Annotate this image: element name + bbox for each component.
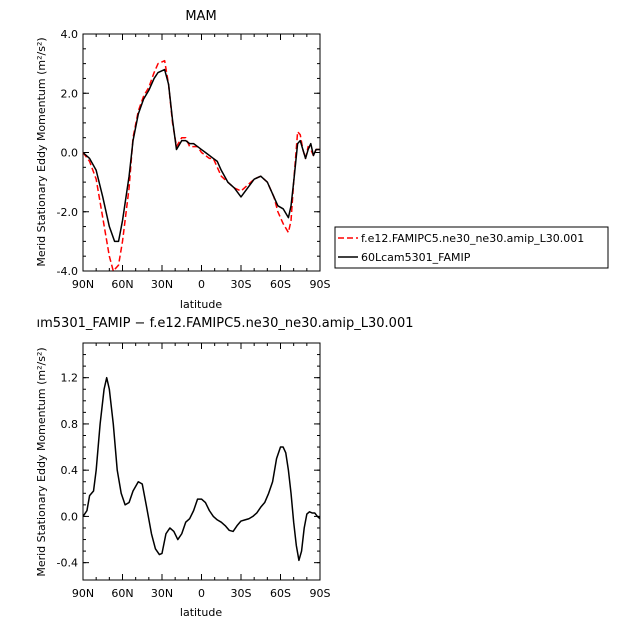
bottom-x-tick-label: 60N	[111, 587, 133, 600]
top-series-line-2	[82, 68, 320, 243]
bottom-y-tick-label: 0.0	[61, 510, 79, 523]
bottom-y-axis-title-main: Merid Stationary Eddy Momentum	[35, 388, 48, 576]
bottom-panel: ım5301_FAMIP − f.e12.FAMIPC5.ne30_ne30.a…	[35, 316, 413, 619]
top-y-axis-title-unit: (m²/s²)	[35, 37, 48, 75]
bottom-x-tick-label: 30S	[231, 587, 252, 600]
top-x-tick-label: 60N	[111, 278, 133, 291]
bottom-x-tick-label: 0	[198, 587, 205, 600]
bottom-y-tick-label: 0.4	[61, 464, 79, 477]
top-y-axis-title: Merid Stationary Eddy Momentum (m²/s²)	[35, 37, 48, 266]
bottom-x-axis-title: latitude	[180, 606, 222, 619]
top-plot-title: MAM	[185, 9, 216, 24]
legend-label-series-2: 60Lcam5301_FAMIP	[361, 251, 471, 264]
bottom-x-tick-label: 90N	[72, 587, 94, 600]
bottom-y-tick-label: 0.8	[61, 418, 79, 431]
top-y-tick-label: 4.0	[61, 28, 79, 41]
bottom-plot-frame	[82, 342, 321, 581]
top-x-tick-label: 90N	[72, 278, 94, 291]
top-x-tick-label: 30S	[231, 278, 252, 291]
top-x-tick-label: 30N	[151, 278, 173, 291]
top-panel: MAM 90N 60N 30N 0 30S 60S 90S -4.0 -2.0 0.0 2.0 4.0…	[35, 9, 609, 311]
bottom-x-tick-label: 60S	[270, 587, 291, 600]
top-y-tick-label: 0.0	[61, 147, 79, 160]
top-x-tick-label: 0	[198, 278, 205, 291]
bottom-x-tick-label: 90S	[310, 587, 331, 600]
bottom-y-axis-title: Merid Stationary Eddy Momentum (m²/s²)	[35, 347, 48, 576]
bottom-plot-title: ım5301_FAMIP − f.e12.FAMIPC5.ne30_ne30.a…	[37, 316, 414, 331]
top-series	[82, 59, 320, 272]
top-x-tick-label: 90S	[310, 278, 331, 291]
top-y-tick-label: -2.0	[57, 206, 78, 219]
top-y-tick-label: -4.0	[57, 265, 78, 278]
bottom-y-axis-title-unit: (m²/s²)	[35, 347, 48, 385]
top-legend: f.e12.FAMIPC5.ne30_ne30.amip_L30.001 60L…	[334, 226, 609, 269]
top-x-axis-title: latitude	[180, 298, 222, 311]
legend-label-series-1: f.e12.FAMIPC5.ne30_ne30.amip_L30.001	[361, 232, 584, 245]
top-y-tick-label: 2.0	[61, 87, 79, 100]
legend-box	[334, 226, 609, 269]
bottom-y-tick-label: 1.2	[61, 372, 79, 385]
top-ticks: 90N 60N 30N 0 30S 60S 90S -4.0 -2.0 0.0 2.0 4.0	[57, 28, 331, 291]
bottom-y-tick-label: -0.4	[57, 557, 78, 570]
bottom-series	[82, 376, 321, 562]
top-x-tick-label: 60S	[270, 278, 291, 291]
bottom-x-tick-label: 30N	[151, 587, 173, 600]
top-y-axis-title-main: Merid Stationary Eddy Momentum	[35, 78, 48, 266]
bottom-ticks: 90N 60N 30N 0 30S 60S 90S -0.4 0.0 0.4 0.8 1.2	[57, 342, 331, 600]
bottom-series-line-1	[82, 376, 321, 562]
